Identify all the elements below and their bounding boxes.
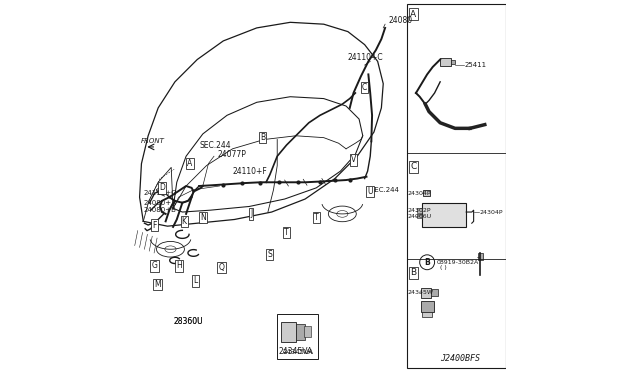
Text: 25411: 25411 xyxy=(465,62,486,68)
Text: 24110+G: 24110+G xyxy=(143,190,177,196)
Bar xyxy=(304,326,312,337)
Bar xyxy=(422,203,466,227)
Text: 28360U: 28360U xyxy=(173,317,203,326)
Text: 24066U: 24066U xyxy=(408,214,431,219)
Text: A: A xyxy=(410,10,417,19)
Text: F: F xyxy=(152,221,157,230)
Text: K: K xyxy=(182,217,187,226)
Bar xyxy=(440,58,451,66)
Text: 24304P: 24304P xyxy=(480,209,504,215)
Text: A: A xyxy=(187,159,193,168)
Text: 24304P: 24304P xyxy=(408,190,431,196)
Text: 08919-30B2A: 08919-30B2A xyxy=(436,260,479,265)
Text: FRONT: FRONT xyxy=(141,138,164,144)
Text: Q: Q xyxy=(218,263,225,272)
Text: J2400BFS: J2400BFS xyxy=(440,355,480,363)
Text: N: N xyxy=(200,213,205,222)
Text: 24345W: 24345W xyxy=(408,290,433,295)
Bar xyxy=(421,301,434,312)
Text: 24345VA: 24345VA xyxy=(278,347,313,356)
Bar xyxy=(424,190,430,196)
Text: J: J xyxy=(250,209,252,218)
Text: 24080+A: 24080+A xyxy=(143,200,176,206)
Bar xyxy=(417,208,422,213)
Text: B: B xyxy=(410,268,417,277)
Bar xyxy=(281,322,296,342)
Text: 24110+F: 24110+F xyxy=(232,167,268,176)
Text: B: B xyxy=(260,133,265,142)
Text: SEC.244: SEC.244 xyxy=(370,187,399,193)
Text: T: T xyxy=(314,213,319,222)
Text: M: M xyxy=(154,280,161,289)
Text: V: V xyxy=(351,155,356,164)
Bar xyxy=(451,60,455,64)
Text: 28360U: 28360U xyxy=(173,317,203,326)
Bar xyxy=(406,4,506,368)
Text: 24080: 24080 xyxy=(389,16,413,25)
Text: 24302P: 24302P xyxy=(408,208,431,213)
Text: U: U xyxy=(367,187,373,196)
Text: T: T xyxy=(284,228,289,237)
Text: D: D xyxy=(159,183,165,192)
Bar xyxy=(421,288,431,298)
Text: 24077P: 24077P xyxy=(218,150,246,159)
Text: S: S xyxy=(268,250,272,259)
Text: L: L xyxy=(193,276,198,285)
Text: ( ): ( ) xyxy=(440,265,447,270)
Text: 24345VA: 24345VA xyxy=(282,349,313,355)
Text: 24110+C: 24110+C xyxy=(348,53,383,62)
Text: B: B xyxy=(424,258,430,267)
Text: C: C xyxy=(362,83,367,92)
Bar xyxy=(422,312,432,317)
Text: C: C xyxy=(410,162,417,171)
Text: SEC.244: SEC.244 xyxy=(199,141,231,150)
Text: H: H xyxy=(176,262,182,270)
Bar xyxy=(478,253,483,260)
Bar xyxy=(277,314,318,359)
Bar xyxy=(431,289,438,296)
Text: G: G xyxy=(152,262,157,270)
Bar xyxy=(296,324,305,340)
Bar xyxy=(417,214,422,218)
Text: 24080+B: 24080+B xyxy=(143,207,176,213)
